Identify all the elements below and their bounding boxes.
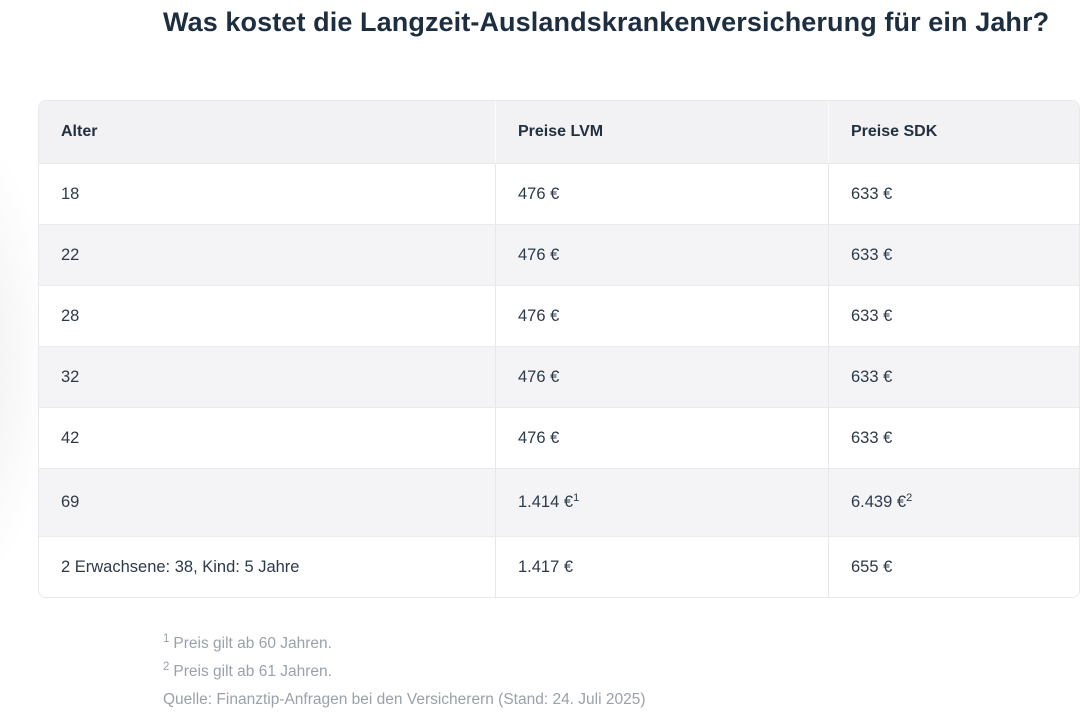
page-title: Was kostet die Langzeit-Auslandskrankenv… [163,7,1050,37]
cell-value: 633 € [851,367,893,386]
footnote-marker: 1 [163,632,170,645]
table-row: 32 476 € 633 € [39,346,1079,407]
cell-value: 22 [61,245,80,264]
table-cell: 655 € [828,537,1079,597]
table-cell: 476 € [495,408,828,468]
cell-value: 633 € [851,306,893,325]
table-cell: 476 € [495,164,828,224]
cell-value: 69 [61,493,80,511]
cell-value: 476 € [518,428,560,447]
table-body: 18 476 € 633 € 22 476 € 633 € 28 476 € 633 € 32 47… [39,163,1079,597]
footnote-text: Preis gilt ab 61 Jahren. [173,663,332,680]
cell-value: 6.439 €2 [851,491,913,511]
table-cell: 42 [39,408,495,468]
table-cell: 633 € [828,225,1079,285]
cell-value: 2 Erwachsene: 38, Kind: 5 Jahre [61,557,300,576]
table-row: 18 476 € 633 € [39,163,1079,224]
cell-value: 1.417 € [518,557,574,576]
table-cell: 69 [39,469,495,536]
cell-value: 633 € [851,428,893,447]
table-cell: 28 [39,286,495,346]
table-cell: 633 € [828,408,1079,468]
table-row: 22 476 € 633 € [39,224,1079,285]
table-row: 42 476 € 633 € [39,407,1079,468]
table-cell: 6.439 €2 [828,469,1079,536]
column-header-preise-lvm: Preise LVM [495,101,828,163]
table-cell: 2 Erwachsene: 38, Kind: 5 Jahre [39,537,495,597]
cell-value: 633 € [851,184,893,203]
table-cell: 633 € [828,164,1079,224]
table-cell: 633 € [828,286,1079,346]
footnote-text: Quelle: Finanztip-Anfragen bei den Versi… [163,691,646,708]
cell-value: 42 [61,428,80,447]
cell-value: 1.414 €1 [518,491,580,511]
table-row: 69 1.414 €1 6.439 €2 [39,468,1079,536]
footnote-marker: 2 [163,660,170,673]
footnote-reference: 1 [573,491,580,504]
footnote-line: Quelle: Finanztip-Anfragen bei den Versi… [163,686,646,714]
column-header-alter: Alter [61,123,98,140]
table-row: 28 476 € 633 € [39,285,1079,346]
footnote-text: Preis gilt ab 60 Jahren. [173,635,332,652]
cell-value: 32 [61,367,80,386]
footnote-line: 1 Preis gilt ab 60 Jahren. [163,630,646,658]
table-cell: 32 [39,347,495,407]
table-cell: 476 € [495,286,828,346]
cell-value: 655 € [851,557,893,576]
table-cell: 1.414 €1 [495,469,828,536]
price-comparison-table: Alter Preise LVM Preise SDK 18 476 € 633 €… [38,100,1080,598]
cell-value: 476 € [518,367,560,386]
table-row: 2 Erwachsene: 38, Kind: 5 Jahre 1.417 € 65… [39,536,1079,597]
cell-value: 18 [61,184,80,203]
table-cell: 1.417 € [495,537,828,597]
cell-value: 633 € [851,245,893,264]
table-cell: 476 € [495,225,828,285]
cell-value: 476 € [518,184,560,203]
table-cell: 18 [39,164,495,224]
table-header-row: Alter Preise LVM Preise SDK [39,101,1079,163]
footnote-line: 2 Preis gilt ab 61 Jahren. [163,658,646,686]
cell-value: 476 € [518,306,560,325]
footnote-reference: 2 [906,491,913,504]
table-cell: 633 € [828,347,1079,407]
cell-value: 476 € [518,245,560,264]
cell-value: 28 [61,306,80,325]
column-header-preise-sdk: Preise SDK [828,101,1079,163]
table-footnotes: 1 Preis gilt ab 60 Jahren. 2 Preis gilt ab … [163,630,646,714]
table-cell: 476 € [495,347,828,407]
table-cell: 22 [39,225,495,285]
